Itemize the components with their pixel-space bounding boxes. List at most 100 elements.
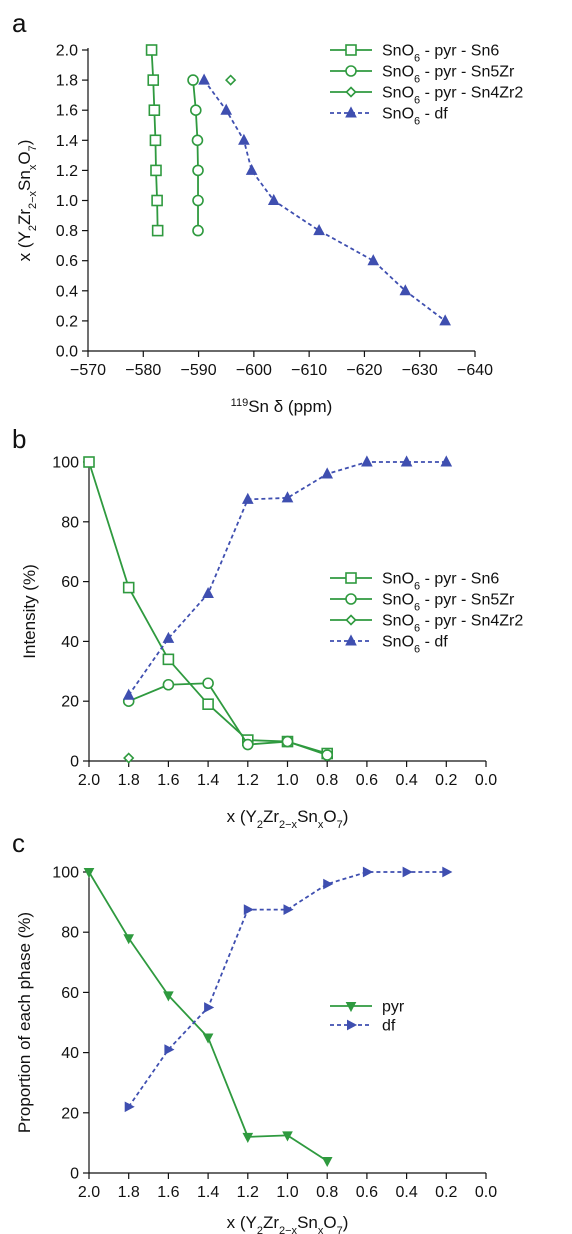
series-4 [122,455,453,700]
y-axis-title: Intensity (%) [20,564,39,658]
data-point [321,749,334,761]
y-tick-label: 0 [70,754,79,771]
x-tick-label: −610 [291,362,327,379]
data-point [241,492,254,504]
x-tick-label: 1.8 [118,1184,140,1201]
x-tick-label: 2.0 [78,772,100,789]
series-2 [124,866,453,1113]
data-point [282,1131,293,1142]
y-tick-label: 1.0 [56,193,78,210]
panel-label-a: a [12,8,27,38]
data-point [164,1044,175,1055]
x-tick-label: 0.0 [475,772,497,789]
data-point [238,133,250,145]
series-line [128,682,328,756]
panel-label-c: c [12,828,25,858]
data-point [399,284,412,296]
legend-marker [345,572,357,584]
data-point [123,752,135,764]
data-point [267,193,280,205]
series-1 [145,44,164,237]
data-point [243,904,254,915]
legend-label: SnO6 - pyr - Sn6 [382,43,499,65]
legend-label: SnO6 - pyr - Sn4Zr2 [382,613,523,635]
series-3 [123,752,135,764]
data-point [192,224,204,237]
x-tick-label: −590 [181,362,217,379]
x-tick-label: 2.0 [78,1184,100,1201]
y-axis-title: Proportion of each phase (%) [15,912,34,1133]
data-point [283,904,294,915]
data-point [202,698,214,710]
y-tick-label: 80 [61,514,79,531]
data-point [198,73,210,85]
data-point [192,194,204,207]
data-point [145,44,158,56]
data-point [367,254,380,266]
x-tick-label: −580 [125,362,161,379]
data-point [162,631,175,643]
x-tick-label: 0.0 [475,1184,497,1201]
legend-label: SnO6 - pyr - Sn5Zr [382,64,515,86]
legend-label: SnO6 - pyr - Sn4Zr2 [382,85,523,107]
data-point [321,1156,333,1168]
data-point [151,194,163,207]
y-tick-label: 1.4 [56,133,78,150]
legend-marker [345,86,357,98]
x-tick-label: 0.6 [356,1184,378,1201]
data-point [162,678,175,691]
x-tick-label: 0.4 [395,1184,417,1201]
data-point [361,455,373,467]
data-point [202,1033,214,1044]
legend-label: SnO6 - df [382,106,448,128]
series-2 [122,677,334,761]
panel-label-b: b [12,424,26,454]
y-tick-label: 0.6 [56,253,78,270]
data-point [192,164,204,177]
x-tick-label: 0.8 [316,772,338,789]
x-tick-label: 1.2 [237,1184,259,1201]
data-point [442,866,453,878]
legend-marker [347,1019,358,1031]
x-tick-label: 0.2 [435,772,457,789]
data-point [439,314,451,326]
x-tick-label: 0.8 [316,1184,338,1201]
legend-marker [345,44,357,56]
legend: pyr df [330,999,405,1035]
series-3 [225,74,237,86]
legend-marker [345,65,357,77]
data-point [147,74,160,86]
y-tick-label: 0.2 [56,313,78,330]
y-tick-label: 80 [61,925,79,942]
x-tick-label: −630 [402,362,438,379]
data-point [149,134,162,147]
x-tick-label: 1.2 [237,772,259,789]
data-point [321,467,334,479]
y-tick-label: 2.0 [56,43,78,60]
x-axis-title: x (Y2Zr2−xSnxO7) [227,807,349,831]
y-tick-label: 0.4 [56,283,78,300]
data-point [313,224,325,236]
y-tick-label: 20 [61,694,79,711]
legend-label: SnO6 - pyr - Sn6 [382,571,499,593]
data-point [323,878,334,890]
x-axis-title: 119Sn δ (ppm) [231,397,333,416]
x-tick-label: 1.6 [157,772,179,789]
series-2 [187,74,204,237]
chart-a: −570 −580 −590 −600 −610 −620 −630 −640 0.0 0.2 0.… [15,43,523,417]
x-tick-label: 0.4 [395,772,417,789]
x-tick-label: 1.6 [157,1184,179,1201]
y-tick-label: 60 [61,985,79,1002]
y-tick-label: 40 [61,634,79,651]
legend-label: pyr [382,999,405,1016]
legend-label: SnO6 - pyr - Sn5Zr [382,592,515,614]
x-tick-label: 0.6 [356,772,378,789]
x-tick-label: −600 [236,362,272,379]
data-point [440,455,453,467]
legend-marker [345,593,357,605]
legend-label: SnO6 - df [382,634,448,656]
y-tick-label: 1.2 [56,163,78,180]
